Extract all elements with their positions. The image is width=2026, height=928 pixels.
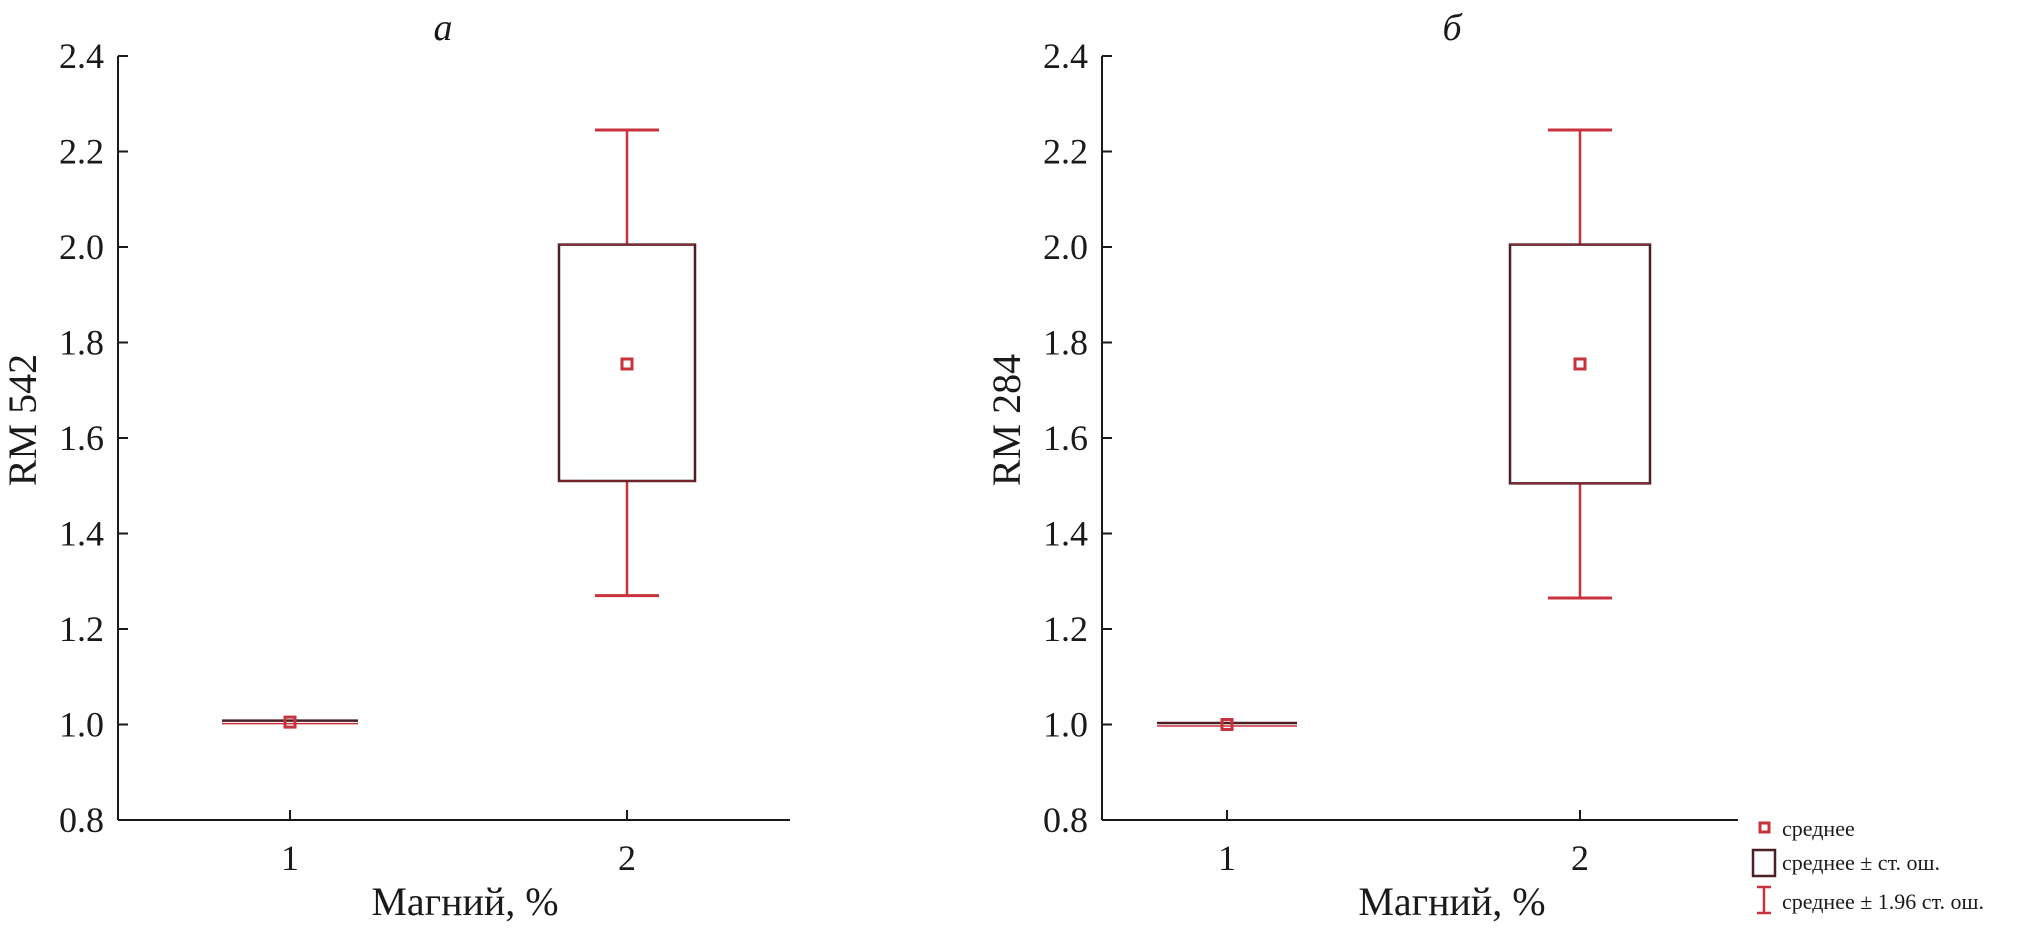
panel-b-marks: 0.8 1.0 1.2 1.4 1.6 1.8 2.0 2.2 2.4 1 2 [1043, 36, 1738, 878]
panel-b-xtick-label-1: 2 [1571, 838, 1589, 878]
panel-b: б RM 284 Магний, % 0.8 1.0 1.2 1.4 1.6 1.8 2.0… [984, 7, 1738, 924]
panel-b-xlabel: Магний, % [1358, 879, 1545, 924]
panel-b-group-2-mean-marker [1573, 357, 1587, 371]
legend-whisker-marker [1757, 885, 1771, 915]
panel-a-group-2-se-box [557, 243, 697, 483]
panel-a-ytick-label-4: 1.6 [59, 418, 104, 458]
panel-a-ytick-label-1: 1.0 [59, 705, 104, 745]
panel-a-ylabel: RM 542 [0, 354, 45, 486]
legend-mean-label: среднее [1782, 816, 1855, 841]
panel-b-ytick-label-5: 1.8 [1043, 323, 1088, 363]
panel-b-title: б [1442, 7, 1463, 49]
panel-b-xtick-label-0: 1 [1218, 838, 1236, 878]
panel-b-ytick-label-2: 1.2 [1043, 609, 1088, 649]
panel-b-ytick-label-1: 1.0 [1043, 705, 1088, 745]
panel-a: а RM 542 Магний, % 0.8 1.0 1.2 1.4 1.6 1.8 2.0… [0, 7, 790, 924]
panel-b-ylabel: RM 284 [984, 354, 1029, 486]
panel-b-ytick-label-8: 2.4 [1043, 36, 1088, 76]
panel-a-group-1-mean-marker [283, 715, 297, 729]
panel-a-ytick-label-0: 0.8 [59, 800, 104, 840]
legend-box-marker [1751, 848, 1777, 878]
panel-a-xtick-label-1: 2 [618, 838, 636, 878]
panel-b-group-1-mean-marker [1220, 718, 1234, 731]
panel-a-ytick-label-5: 1.8 [59, 323, 104, 363]
panel-b-ytick-label-4: 1.6 [1043, 418, 1088, 458]
panel-b-ytick-label-0: 0.8 [1043, 800, 1088, 840]
panel-a-marks: 0.8 1.0 1.2 1.4 1.6 1.8 2.0 2.2 2.4 1 2 [59, 36, 790, 878]
legend-mean-marker [1758, 821, 1771, 834]
legend: среднее среднее ± ст. ош. среднее ± 1.96… [1751, 816, 1984, 915]
panel-a-ytick-label-7: 2.2 [59, 132, 104, 172]
panel-a-group-2-mean-marker [620, 357, 634, 371]
legend-box-label: среднее ± ст. ош. [1782, 850, 1940, 875]
panel-a-xtick-label-0: 1 [281, 838, 299, 878]
panel-b-ytick-label-6: 2.0 [1043, 227, 1088, 267]
panel-a-title: а [434, 7, 453, 49]
panel-a-ytick-label-2: 1.2 [59, 609, 104, 649]
panel-b-group-2-se-box [1508, 243, 1652, 485]
panel-a-xlabel: Магний, % [371, 879, 558, 924]
panel-a-ytick-label-6: 2.0 [59, 227, 104, 267]
panel-b-ytick-label-7: 2.2 [1043, 132, 1088, 172]
panel-a-ytick-label-8: 2.4 [59, 36, 104, 76]
legend-whisker-label: среднее ± 1.96 ст. ош. [1782, 889, 1984, 914]
panel-b-ytick-label-3: 1.4 [1043, 514, 1088, 554]
panel-a-ytick-label-3: 1.4 [59, 514, 104, 554]
